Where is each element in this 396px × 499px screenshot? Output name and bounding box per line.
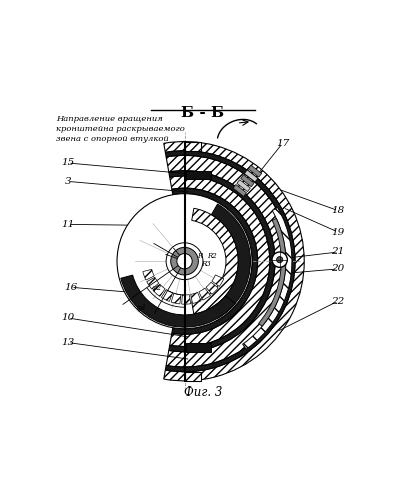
Text: 19: 19 xyxy=(331,228,345,237)
Polygon shape xyxy=(186,343,211,352)
Text: 21: 21 xyxy=(331,248,345,256)
Text: R3: R3 xyxy=(202,260,211,268)
Text: Б - Б: Б - Б xyxy=(181,106,225,120)
Polygon shape xyxy=(237,180,250,192)
Text: φ2: φ2 xyxy=(152,284,162,292)
Wedge shape xyxy=(153,284,165,296)
Text: 22: 22 xyxy=(331,296,345,305)
Wedge shape xyxy=(166,155,290,367)
Text: 3: 3 xyxy=(65,177,71,186)
Text: 10: 10 xyxy=(61,313,74,322)
Text: R: R xyxy=(197,251,202,259)
Circle shape xyxy=(177,253,192,269)
Circle shape xyxy=(171,248,198,275)
Wedge shape xyxy=(212,275,224,286)
Polygon shape xyxy=(244,170,258,182)
Polygon shape xyxy=(185,372,202,381)
Wedge shape xyxy=(172,188,257,334)
Wedge shape xyxy=(169,171,275,352)
Text: 18: 18 xyxy=(331,206,345,215)
Wedge shape xyxy=(206,282,218,294)
Polygon shape xyxy=(185,142,202,151)
Circle shape xyxy=(276,256,283,263)
Polygon shape xyxy=(241,175,254,187)
Circle shape xyxy=(166,243,203,279)
Wedge shape xyxy=(199,288,210,300)
Wedge shape xyxy=(191,292,201,303)
Wedge shape xyxy=(147,277,159,289)
Wedge shape xyxy=(259,219,286,326)
Text: Фиг. 3: Фиг. 3 xyxy=(184,386,222,399)
Text: 11: 11 xyxy=(61,220,74,229)
Polygon shape xyxy=(186,171,211,179)
Wedge shape xyxy=(171,293,181,304)
Text: 17: 17 xyxy=(276,139,289,148)
Wedge shape xyxy=(243,208,292,349)
Text: 15: 15 xyxy=(61,159,74,168)
Wedge shape xyxy=(161,289,173,301)
Circle shape xyxy=(117,194,252,329)
Text: 16: 16 xyxy=(65,283,78,292)
Wedge shape xyxy=(164,142,304,381)
Wedge shape xyxy=(170,176,270,346)
Polygon shape xyxy=(233,185,247,197)
Text: R2: R2 xyxy=(208,251,217,259)
Polygon shape xyxy=(248,165,262,177)
Circle shape xyxy=(272,252,287,267)
Wedge shape xyxy=(211,204,251,318)
Wedge shape xyxy=(166,151,295,372)
Wedge shape xyxy=(192,208,238,314)
Text: φ1: φ1 xyxy=(137,304,147,312)
Text: Направление вращения
кронштейна раскрываемого
звена с опорной втулкой: Направление вращения кронштейна раскрыва… xyxy=(55,115,185,143)
Text: 20: 20 xyxy=(331,264,345,273)
Wedge shape xyxy=(182,294,191,304)
Text: 13: 13 xyxy=(61,338,74,347)
Wedge shape xyxy=(143,269,154,280)
Wedge shape xyxy=(121,275,235,327)
